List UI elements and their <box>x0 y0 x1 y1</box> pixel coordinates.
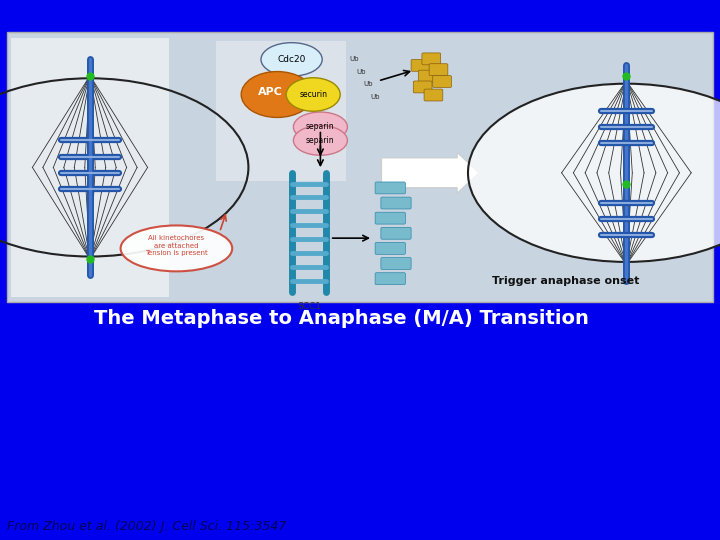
Ellipse shape <box>261 43 323 76</box>
FancyBboxPatch shape <box>381 197 411 209</box>
Text: separin: separin <box>306 136 335 145</box>
FancyBboxPatch shape <box>433 76 451 87</box>
Text: Ub: Ub <box>364 81 373 87</box>
Text: Ub: Ub <box>349 56 359 63</box>
FancyBboxPatch shape <box>429 64 448 76</box>
Text: Cdc20: Cdc20 <box>277 55 306 64</box>
Text: SCC1: SCC1 <box>297 302 321 311</box>
FancyBboxPatch shape <box>381 227 411 239</box>
FancyBboxPatch shape <box>375 273 405 285</box>
FancyBboxPatch shape <box>216 40 346 181</box>
Ellipse shape <box>294 125 347 156</box>
FancyArrow shape <box>382 153 479 193</box>
Text: separin: separin <box>306 123 335 131</box>
Text: Ub: Ub <box>356 69 366 75</box>
Ellipse shape <box>287 78 340 111</box>
Ellipse shape <box>294 112 347 142</box>
Ellipse shape <box>121 226 232 271</box>
FancyBboxPatch shape <box>375 242 405 254</box>
Ellipse shape <box>241 71 313 117</box>
FancyBboxPatch shape <box>418 70 437 82</box>
FancyBboxPatch shape <box>375 182 405 194</box>
FancyBboxPatch shape <box>375 212 405 224</box>
FancyBboxPatch shape <box>11 38 169 297</box>
Text: The Metaphase to Anaphase (M/A) Transition: The Metaphase to Anaphase (M/A) Transiti… <box>94 309 588 328</box>
Text: Trigger anaphase onset: Trigger anaphase onset <box>492 276 639 286</box>
FancyBboxPatch shape <box>411 59 430 71</box>
FancyBboxPatch shape <box>413 81 432 93</box>
FancyBboxPatch shape <box>422 53 441 65</box>
Text: APC: APC <box>258 87 282 97</box>
FancyBboxPatch shape <box>424 89 443 101</box>
Text: All kinetochores
are attached
Tension is present: All kinetochores are attached Tension is… <box>145 235 208 256</box>
Ellipse shape <box>468 84 720 262</box>
Text: Ub: Ub <box>371 93 380 100</box>
Text: securin: securin <box>300 90 327 99</box>
FancyBboxPatch shape <box>381 258 411 269</box>
FancyBboxPatch shape <box>7 32 713 302</box>
Text: From Zhou et al. (2002) J. Cell Sci. 115:3547: From Zhou et al. (2002) J. Cell Sci. 115… <box>7 520 287 533</box>
